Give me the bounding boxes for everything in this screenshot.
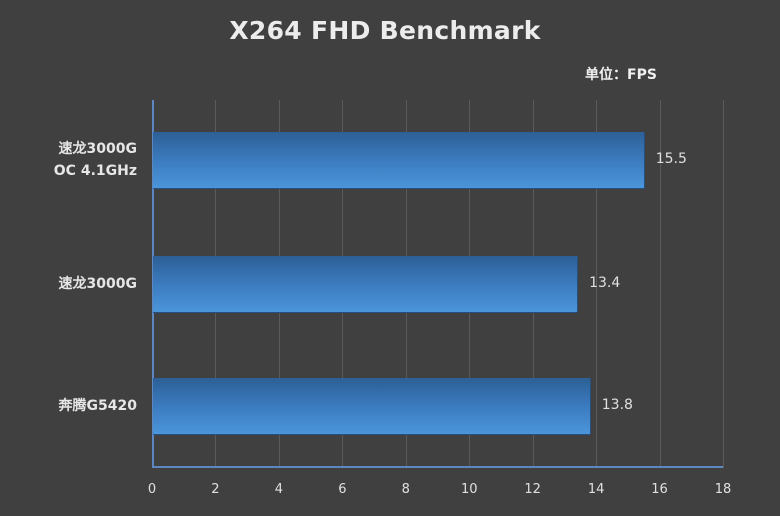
unit-label: 单位：FPS	[585, 67, 657, 83]
chart-title: X264 FHD Benchmark	[229, 16, 541, 45]
x-tick-label: 16	[651, 482, 668, 497]
x-tick-label: 8	[401, 482, 410, 497]
gridline	[596, 100, 598, 468]
x-tick-label: 6	[338, 482, 347, 497]
plot-area: 15.5 13.4 13.8	[152, 100, 724, 468]
x-tick-label: 0	[147, 482, 157, 497]
category-label: 速龙3000G OC 4.1GHz	[53, 141, 137, 179]
category-label: 速龙3000G	[58, 276, 137, 292]
bar	[153, 378, 590, 434]
bar	[153, 132, 644, 188]
x-tick-label: 4	[274, 482, 284, 497]
x-tick-label: 18	[714, 482, 732, 497]
value-label: 15.5	[655, 151, 687, 167]
x-tick-label: 14	[587, 482, 605, 497]
x-axis-line	[152, 466, 723, 468]
x-tick-label: 10	[460, 482, 478, 497]
x-tick-label: 12	[524, 482, 541, 497]
value-label: 13.8	[601, 397, 633, 413]
x-tick-label: 2	[211, 482, 220, 497]
category-label: 奔腾G5420	[58, 398, 137, 414]
gridline	[659, 100, 661, 468]
value-label: 13.4	[589, 275, 621, 291]
gridline	[723, 100, 724, 468]
bar	[153, 256, 578, 312]
